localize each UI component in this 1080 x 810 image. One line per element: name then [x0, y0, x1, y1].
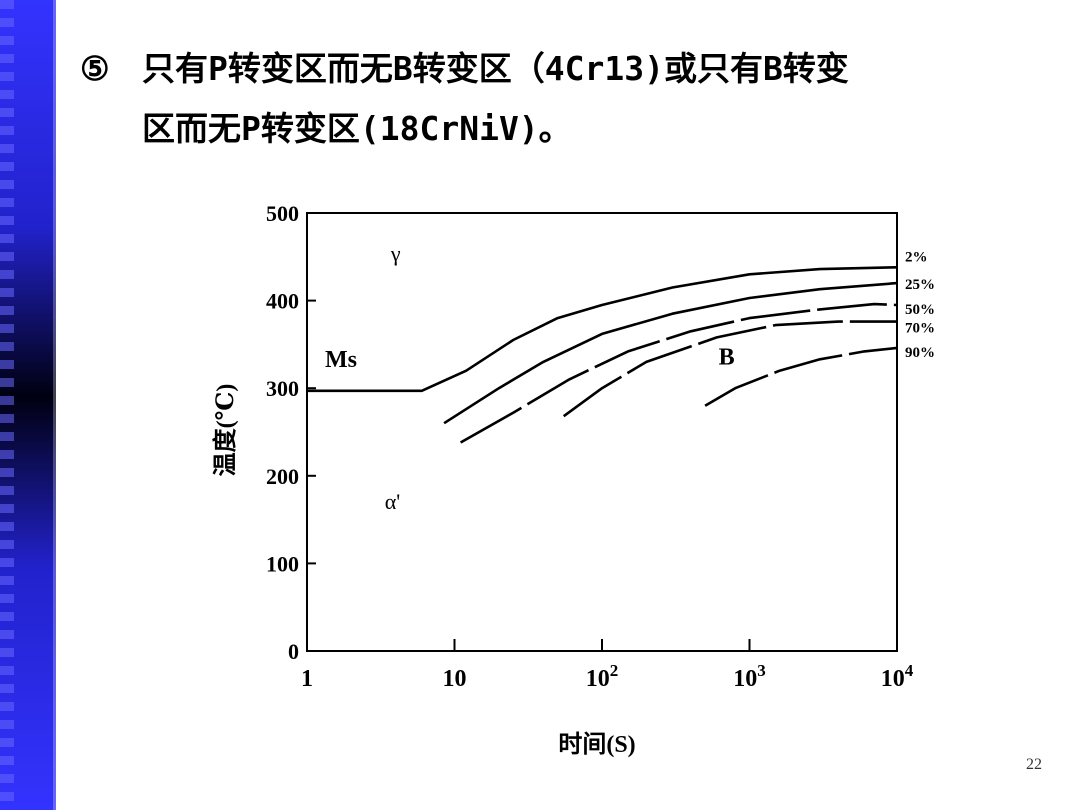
title-line-2: 区而无P转变区(18CrNiV)。 — [142, 109, 572, 148]
curve-3 — [459, 302, 898, 444]
chart-annotation: α' — [385, 489, 401, 514]
left-bar-edge — [53, 0, 56, 810]
x-tick-label: 103 — [733, 661, 766, 692]
y-tick-label: 200 — [266, 464, 299, 489]
series-label: 25% — [905, 277, 935, 293]
curve-5 — [704, 346, 898, 407]
series-label: 50% — [905, 302, 935, 318]
curve-2 — [443, 281, 898, 425]
x-axis-label: 时间(S) — [558, 731, 635, 758]
y-tick-label: 400 — [266, 289, 299, 314]
series-label: 70% — [905, 321, 935, 337]
x-tick-label: 102 — [586, 661, 619, 692]
bullet-number: ⑤ — [80, 49, 110, 88]
y-tick-label: 500 — [266, 201, 299, 226]
y-axis-label: 温度(℃) — [211, 384, 239, 477]
x-tick-label: 10 — [443, 666, 467, 692]
title-line-1: 只有P转变区而无B转变区（4Cr13)或只有B转变 — [142, 49, 849, 88]
chart-annotation: γ — [390, 241, 401, 266]
y-tick-label: 100 — [266, 551, 299, 576]
series-label: 90% — [905, 345, 935, 361]
x-tick-label: 104 — [881, 661, 914, 692]
plot-frame — [306, 212, 898, 652]
left-decor-bar — [0, 0, 56, 810]
y-tick-label: 0 — [288, 639, 299, 664]
curve-4 — [562, 320, 897, 418]
chart-annotation: B — [719, 345, 735, 371]
series-label: 2% — [905, 249, 928, 265]
chart-annotation: Ms — [325, 347, 357, 373]
left-bar-pattern — [0, 0, 14, 810]
curve-1 — [307, 266, 898, 393]
page-number: 22 — [1026, 756, 1042, 773]
y-tick-label: 300 — [266, 376, 299, 401]
x-tick-label: 1 — [301, 666, 313, 692]
